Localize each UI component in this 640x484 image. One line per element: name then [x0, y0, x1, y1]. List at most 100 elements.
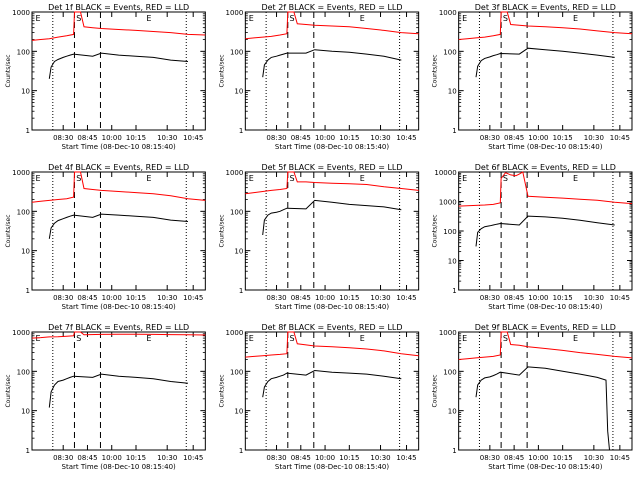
y-tick-label: 1 — [239, 127, 243, 135]
y-tick-label: 100 — [17, 208, 30, 216]
flag-label: E — [146, 14, 151, 23]
y-tick-label: 1 — [26, 287, 30, 295]
chart-title: Det 9f BLACK = Events, RED = LLD — [475, 323, 616, 332]
x-tick-label: 08:45 — [291, 134, 311, 142]
plot-frame — [244, 171, 420, 291]
x-tick-label: 10:00 — [528, 294, 548, 302]
y-tick-label: 1 — [26, 127, 30, 135]
flag-label: E — [462, 174, 467, 183]
x-tick-label: 08:45 — [77, 294, 97, 302]
y-tick-label: 1 — [452, 287, 456, 295]
x-axis-label: Start Time (08-Dec-10 08:15:40) — [62, 143, 176, 151]
y-tick-label: 10 — [234, 88, 243, 96]
flag-label: E — [462, 334, 467, 343]
y-tick-label: 1000 — [12, 169, 30, 177]
x-tick-label: 10:45 — [183, 454, 203, 462]
y-tick-label: 100 — [443, 48, 456, 56]
x-tick-label: 10:30 — [370, 134, 390, 142]
y-axis-label: Counts/sec — [5, 214, 12, 247]
y-tick-label: 1000 — [12, 9, 30, 17]
y-tick-label: 1 — [239, 287, 243, 295]
x-tick-label: 10:00 — [315, 134, 335, 142]
y-tick-label: 10 — [234, 248, 243, 256]
x-tick-label: 10:30 — [157, 294, 177, 302]
x-axis-label: Start Time (08-Dec-10 08:15:40) — [62, 303, 176, 311]
flag-label: E — [35, 334, 40, 343]
x-tick-label: 08:45 — [77, 134, 97, 142]
y-axis-label: Counts/sec — [5, 374, 12, 407]
x-tick-label: 10:00 — [102, 294, 122, 302]
y-tick-label: 10 — [448, 258, 457, 266]
plot-frame — [458, 331, 633, 451]
flag-label: E — [573, 334, 578, 343]
x-tick-label: 10:45 — [396, 134, 416, 142]
x-tick-label: 08:30 — [266, 454, 286, 462]
y-tick-label: 10 — [234, 408, 243, 416]
chart-panel-2: 1 10 100 1000 08:30 08:45 10:00 10:15 10:30 10:45… — [218, 3, 420, 151]
x-tick-label: 08:30 — [480, 294, 500, 302]
x-axis-label: Start Time (08-Dec-10 08:15:40) — [488, 303, 602, 311]
x-tick-label: 10:15 — [553, 134, 573, 142]
x-tick-label: 10:45 — [396, 454, 416, 462]
chart-title: Det 7f BLACK = Events, RED = LLD — [48, 323, 189, 332]
y-tick-label: 100 — [17, 368, 30, 376]
y-axis-label: Counts/sec — [432, 374, 439, 407]
y-axis-label: Counts/sec — [218, 214, 225, 247]
y-axis-label: Counts/sec — [432, 54, 439, 87]
series-events-line — [475, 215, 615, 247]
x-tick-label: 10:00 — [315, 294, 335, 302]
y-tick-label: 1000 — [226, 9, 244, 17]
y-tick-label: 1 — [26, 447, 30, 455]
x-tick-label: 08:45 — [504, 294, 524, 302]
y-tick-label: 1000 — [226, 169, 244, 177]
x-tick-label: 10:15 — [126, 134, 146, 142]
flag-label: S — [76, 14, 81, 23]
flag-label: E — [249, 174, 254, 183]
flag-label: E — [249, 14, 254, 23]
x-axis-label: Start Time (08-Dec-10 08:15:40) — [275, 143, 389, 151]
flag-label: E — [573, 14, 578, 23]
flag-label: E — [462, 14, 467, 23]
x-tick-label: 08:45 — [504, 134, 524, 142]
series-events-line — [48, 52, 189, 79]
x-tick-label: 08:45 — [504, 454, 524, 462]
series-events-line — [48, 373, 189, 408]
series-lld-line — [245, 331, 419, 358]
x-tick-label: 10:00 — [528, 134, 548, 142]
x-tick-label: 10:15 — [553, 454, 573, 462]
y-axis-label: Counts/sec — [218, 54, 225, 87]
y-tick-label: 100 — [230, 208, 243, 216]
y-axis-label: Counts/sec — [218, 374, 225, 407]
x-tick-label: 10:45 — [610, 454, 630, 462]
x-tick-label: 10:30 — [157, 134, 177, 142]
y-tick-label: 1 — [239, 447, 243, 455]
y-tick-label: 100 — [443, 368, 456, 376]
y-tick-label: 1000 — [439, 329, 457, 337]
x-tick-label: 10:15 — [339, 454, 359, 462]
series-lld-line — [458, 331, 633, 360]
y-tick-label: 10 — [21, 248, 30, 256]
y-tick-label: 100 — [17, 48, 30, 56]
y-tick-label: 1 — [452, 127, 456, 135]
x-tick-label: 10:15 — [126, 294, 146, 302]
x-axis-label: Start Time (08-Dec-10 08:15:40) — [62, 463, 176, 471]
x-tick-label: 10:00 — [102, 454, 122, 462]
x-axis-label: Start Time (08-Dec-10 08:15:40) — [275, 463, 389, 471]
flag-label: S — [76, 334, 81, 343]
chart-panel-6: 1 10 100 1000 10000 08:30 08:45 10:00 10:15 10:30… — [432, 163, 633, 311]
flag-label: E — [360, 174, 365, 183]
flag-label: E — [249, 334, 254, 343]
plot-frame — [31, 171, 206, 291]
plot-frame — [458, 11, 633, 131]
chart-panel-5: 1 10 100 1000 08:30 08:45 10:00 10:15 10:30 10:45… — [218, 163, 420, 311]
x-tick-label: 08:30 — [480, 134, 500, 142]
flag-label: S — [290, 334, 295, 343]
flag-label: E — [573, 174, 578, 183]
x-tick-label: 10:45 — [183, 134, 203, 142]
y-tick-label: 10 — [21, 408, 30, 416]
x-tick-label: 08:30 — [480, 454, 500, 462]
chart-panel-3: 1 10 100 1000 08:30 08:45 10:00 10:15 10:30 10:45… — [432, 3, 633, 151]
flag-label: S — [76, 174, 81, 183]
y-tick-label: 100 — [230, 368, 243, 376]
